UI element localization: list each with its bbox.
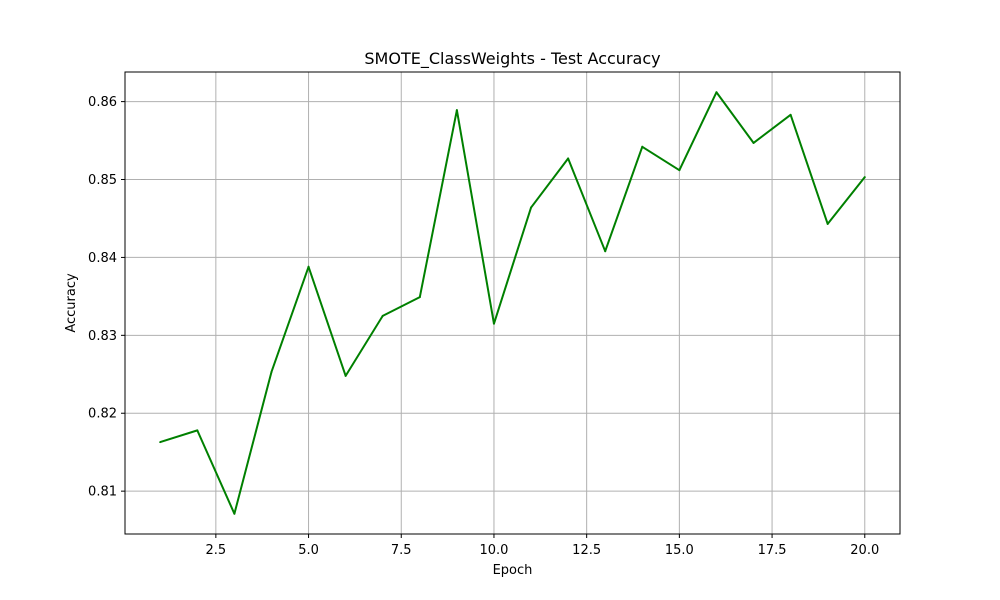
chart-title: SMOTE_ClassWeights - Test Accuracy [364,49,660,69]
accuracy-series-line [159,91,866,515]
plot-frame [124,71,901,535]
data-point [455,109,458,112]
data-point [270,370,273,373]
data-point [196,429,199,432]
data-point [752,141,755,144]
data-point [678,169,681,172]
data-point [641,145,644,148]
x-tick-label: 7.5 [391,543,412,558]
x-axis: 2.5 5.0 7.5 10.0 12.5 15.0 17.5 20.0 [206,534,879,558]
x-tick-label: 10.0 [479,543,508,558]
y-tick-label: 0.84 [88,251,117,266]
x-tick-label: 15.0 [665,543,694,558]
data-point [233,512,236,515]
x-tick-label: 5.0 [298,543,319,558]
data-point [863,176,866,179]
y-axis-label: Accuracy [64,273,79,333]
y-tick-label: 0.82 [88,407,117,422]
data-point [715,91,718,94]
data-point [789,113,792,116]
series-layer [159,91,866,515]
data-point [826,222,829,225]
y-tick-label: 0.85 [88,173,117,188]
data-point [567,157,570,160]
data-point [530,206,533,209]
grid-lines [125,72,900,534]
data-point [159,441,162,444]
data-point [418,296,421,299]
x-tick-label: 12.5 [572,543,601,558]
data-point [307,265,310,268]
x-tick-label: 2.5 [206,543,227,558]
y-tick-label: 0.86 [88,95,117,110]
y-tick-label: 0.81 [88,485,117,500]
x-axis-label: Epoch [493,563,533,578]
data-point [381,314,384,317]
y-axis: 0.81 0.82 0.83 0.84 0.85 0.86 [88,95,125,500]
data-point [604,250,607,253]
data-point [492,322,495,325]
y-tick-label: 0.83 [88,329,117,344]
x-tick-label: 17.5 [758,543,787,558]
x-tick-label: 20.0 [850,543,879,558]
data-point [344,374,347,377]
